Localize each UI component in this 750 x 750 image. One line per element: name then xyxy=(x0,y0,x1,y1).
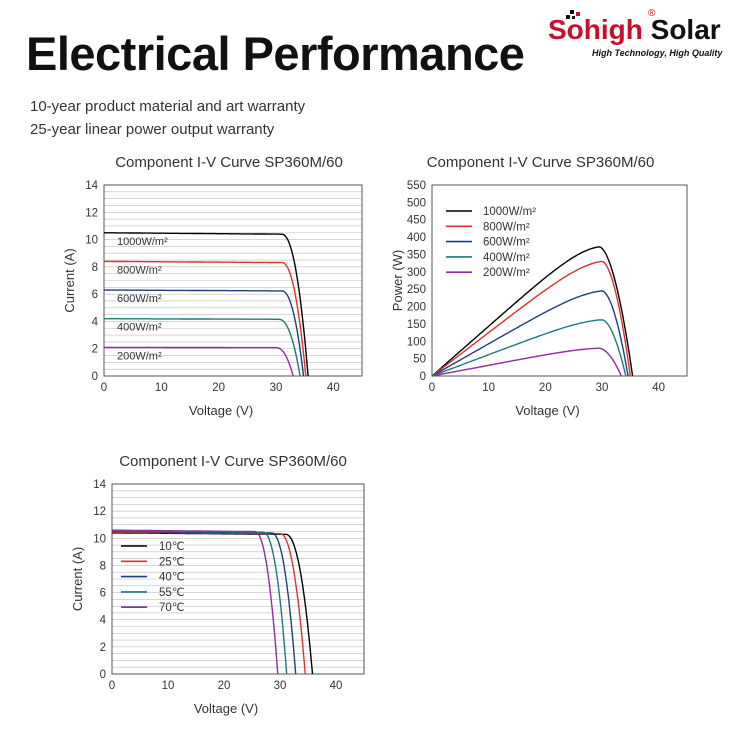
y-tick-label: 500 xyxy=(407,197,426,209)
series-label: 200W/m² xyxy=(117,350,162,362)
series-label: 1000W/m² xyxy=(117,236,168,248)
logo-pixel-icon xyxy=(566,10,580,19)
logo-brand: Sohigh xyxy=(548,14,643,45)
series-line xyxy=(431,347,622,377)
y-tick-label: 50 xyxy=(413,354,426,366)
iv-curve-irradiance-chart: Component I-V Curve SP360M/60 0 2 4 6 8 10 12 14… xyxy=(62,154,363,418)
x-tick-label: 20 xyxy=(539,382,552,394)
y-tick-label: 2 xyxy=(92,344,98,356)
logo-solar: Solar xyxy=(650,14,721,45)
chart-title: Component I-V Curve SP360M/60 xyxy=(119,453,347,470)
y-tick-label: 0 xyxy=(420,371,426,383)
legend-label: 200W/m² xyxy=(483,267,530,279)
plot-frame xyxy=(111,483,365,675)
power-curve-chart: Component I-V Curve SP360M/6005010015020… xyxy=(390,154,688,418)
logo-registered-mark: ® xyxy=(648,8,656,19)
y-tick-label: 12 xyxy=(93,506,106,518)
y-tick-label: 6 xyxy=(100,588,106,600)
y-tick-label: 150 xyxy=(407,319,426,331)
x-tick-label: 40 xyxy=(330,680,343,692)
legend-label: 1000W/m² xyxy=(483,206,536,218)
y-tick-label: 2 xyxy=(100,642,106,654)
y-axis-label: Power (W) xyxy=(390,250,405,311)
warranty-line: 10-year product material and art warrant… xyxy=(30,98,306,115)
legend-label: 10℃ xyxy=(159,541,185,553)
x-tick-label: 0 xyxy=(429,382,435,394)
legend-label: 600W/m² xyxy=(483,237,530,249)
x-tick-label: 30 xyxy=(274,680,287,692)
x-tick-label: 40 xyxy=(652,382,665,394)
y-tick-label: 4 xyxy=(100,615,107,627)
y-tick-label: 10 xyxy=(85,235,98,247)
legend-label: 40℃ xyxy=(159,572,185,584)
series-line xyxy=(104,289,305,377)
chart-title: Component I-V Curve SP360M/60 xyxy=(115,154,343,171)
x-tick-label: 0 xyxy=(101,382,107,394)
legend-label: 400W/m² xyxy=(483,252,530,264)
y-tick-label: 350 xyxy=(407,249,426,261)
y-axis-label: Current (A) xyxy=(70,547,85,611)
y-tick-label: 10 xyxy=(93,533,106,545)
series-line xyxy=(112,530,297,675)
x-axis-label: Voltage (V) xyxy=(194,701,258,716)
series-line xyxy=(104,232,309,377)
legend-label: 70℃ xyxy=(159,602,185,614)
series-label: 600W/m² xyxy=(117,293,162,305)
series-line xyxy=(431,246,634,377)
x-tick-label: 10 xyxy=(162,680,175,692)
y-tick-label: 550 xyxy=(407,180,426,192)
brand-logo: ® Sohigh Solar High Technology, High Qua… xyxy=(548,8,743,62)
page-title: Electrical Performance xyxy=(26,27,525,80)
y-tick-label: 8 xyxy=(100,560,106,572)
y-tick-label: 8 xyxy=(92,262,98,274)
y-tick-label: 14 xyxy=(85,180,98,192)
series-line xyxy=(104,318,301,377)
series-label: 400W/m² xyxy=(117,322,162,334)
logo-tagline: High Technology, High Quality xyxy=(592,48,723,58)
y-tick-label: 4 xyxy=(92,316,99,328)
y-tick-label: 450 xyxy=(407,215,426,227)
y-tick-label: 0 xyxy=(100,669,106,681)
x-tick-label: 10 xyxy=(482,382,495,394)
series-line xyxy=(104,260,307,377)
plot-frame xyxy=(103,184,363,377)
series-line xyxy=(103,346,294,377)
legend-label: 25℃ xyxy=(159,556,185,568)
plot-frame xyxy=(431,184,688,377)
x-tick-label: 30 xyxy=(270,382,283,394)
x-tick-label: 20 xyxy=(212,382,225,394)
series-line xyxy=(111,529,279,675)
series-line xyxy=(112,530,288,675)
series-line xyxy=(431,290,629,377)
y-tick-label: 14 xyxy=(93,479,106,491)
x-tick-label: 10 xyxy=(155,382,168,394)
x-axis-label: Voltage (V) xyxy=(189,403,253,418)
y-tick-label: 200 xyxy=(407,302,426,314)
chart-title: Component I-V Curve SP360M/60 xyxy=(427,154,655,171)
x-tick-label: 30 xyxy=(596,382,609,394)
y-tick-label: 12 xyxy=(85,207,98,219)
logo-wordmark: Sohigh Solar xyxy=(548,16,721,44)
x-tick-label: 20 xyxy=(218,680,231,692)
iv-curve-temperature-chart: Component I-V Curve SP360M/60 0 2 4 6 8 10 12 14… xyxy=(70,453,365,716)
y-tick-label: 0 xyxy=(92,371,98,383)
warranty-line: 25-year linear power output warranty xyxy=(30,121,275,138)
y-tick-label: 250 xyxy=(407,284,426,296)
y-tick-label: 300 xyxy=(407,267,426,279)
y-tick-label: 400 xyxy=(407,232,426,244)
y-tick-label: 100 xyxy=(407,336,426,348)
series-line xyxy=(431,260,631,377)
x-axis-label: Voltage (V) xyxy=(515,403,579,418)
series-line xyxy=(431,319,627,377)
x-tick-label: 40 xyxy=(327,382,340,394)
y-axis-label: Current (A) xyxy=(62,248,77,312)
legend-label: 800W/m² xyxy=(483,221,530,233)
legend-label: 55℃ xyxy=(159,587,185,599)
x-tick-label: 0 xyxy=(109,680,115,692)
y-tick-label: 6 xyxy=(92,289,98,301)
series-label: 800W/m² xyxy=(117,264,162,276)
